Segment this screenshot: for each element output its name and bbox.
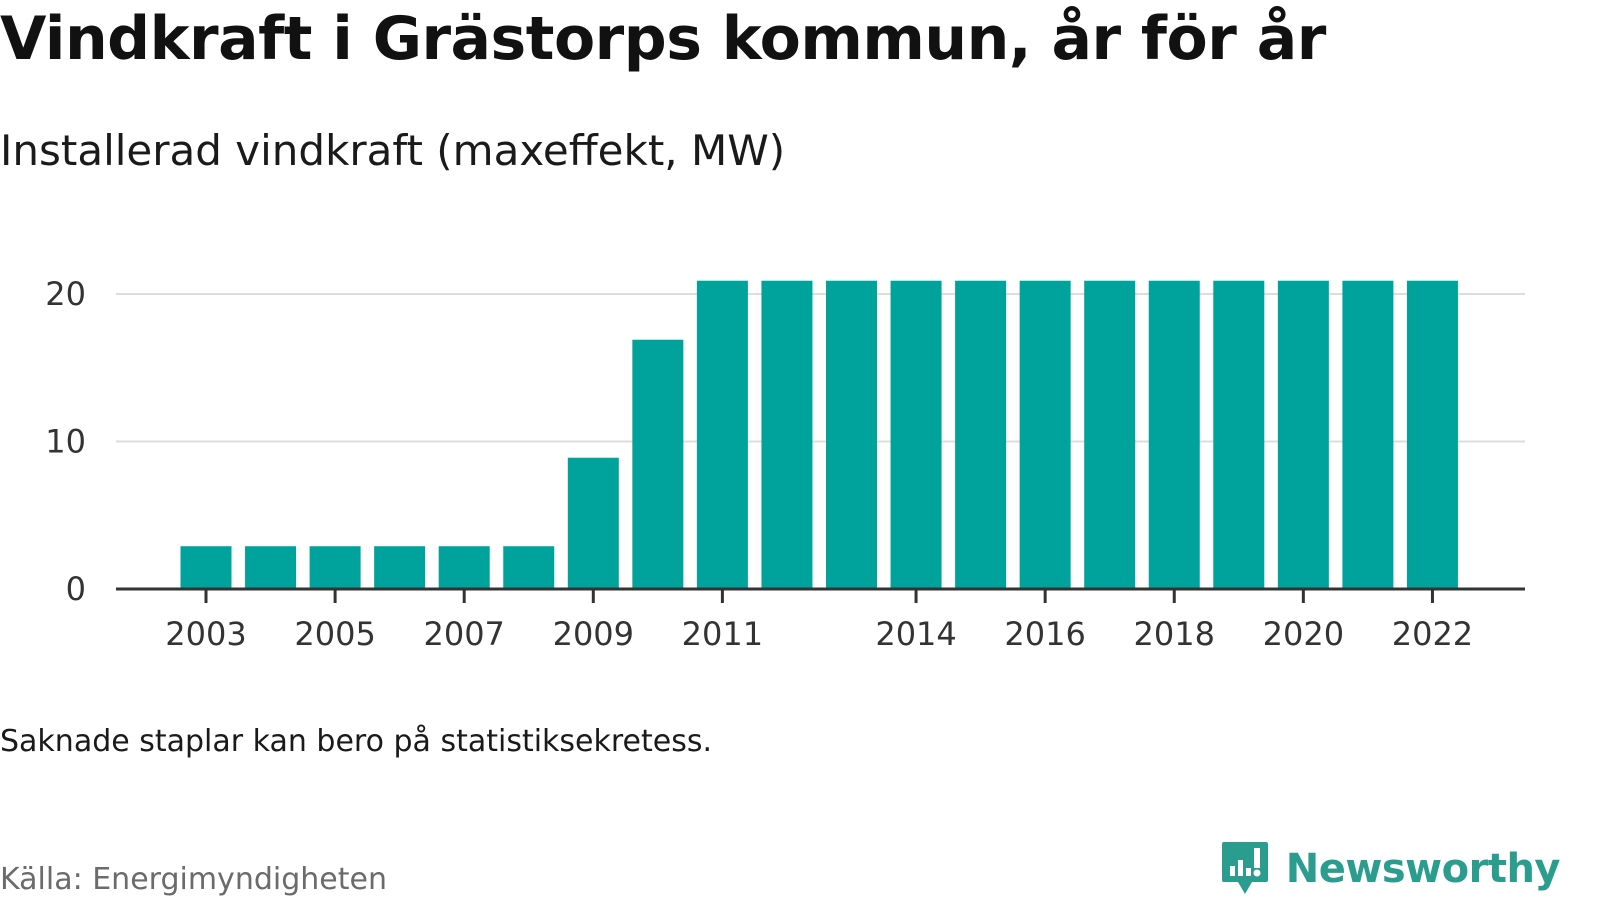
x-tick-label: 2016 (1004, 615, 1085, 653)
x-tick-label: 2011 (682, 615, 763, 653)
y-tick-labels: 0 10 20 (45, 275, 86, 608)
x-tick-label: 2005 (294, 615, 375, 653)
brand-logo: Newsworthy (1220, 840, 1561, 898)
bar-2007 (438, 546, 490, 589)
bar-2011 (696, 280, 748, 589)
bars-layer (180, 280, 1458, 589)
x-tick-label: 2014 (875, 615, 956, 653)
bar-2018 (1148, 280, 1200, 589)
source-credit: Källa: Energimyndigheten (0, 862, 387, 897)
bar-2014 (890, 280, 942, 589)
bar-2005 (309, 546, 361, 589)
bar-2009 (567, 457, 619, 589)
y-tick-label: 10 (45, 423, 86, 461)
y-tick-label: 0 (66, 570, 86, 608)
y-tick-label: 20 (45, 275, 86, 313)
x-tick-label: 2009 (553, 615, 634, 653)
chart-subtitle: Installerad vindkraft (maxeffekt, MW) (0, 126, 786, 175)
bar-2016 (1019, 280, 1071, 589)
footnote: Saknade staplar kan bero på statistiksek… (0, 724, 713, 759)
brand-name: Newsworthy (1285, 846, 1561, 892)
bar-2013 (826, 280, 877, 589)
x-tick-label: 2020 (1263, 615, 1344, 653)
bar-2008 (503, 546, 555, 589)
bar-2015 (955, 280, 1007, 589)
bar-2004 (245, 546, 297, 589)
x-tick-labels: 2003 2005 2007 2009 2011 2014 2016 2018 2020 2022 (165, 615, 1473, 653)
x-tick-label: 2003 (165, 615, 246, 653)
x-tick-label: 2007 (423, 615, 504, 653)
bar-2017 (1084, 280, 1136, 589)
x-tick-label: 2018 (1134, 615, 1215, 653)
newsworthy-logo-icon (1221, 842, 1268, 894)
x-tick-label: 2022 (1392, 615, 1473, 653)
bar-2010 (632, 339, 684, 589)
chart-title: Vindkraft i Grästorps kommun, år för år (0, 4, 1326, 74)
bar-2012 (761, 280, 813, 589)
bar-2022 (1406, 280, 1458, 589)
bar-2020 (1277, 280, 1329, 589)
axis-layer (116, 587, 1525, 603)
bar-2021 (1342, 280, 1394, 589)
bar-2006 (374, 546, 426, 589)
bar-2003 (180, 546, 232, 589)
bar-2019 (1213, 280, 1265, 589)
